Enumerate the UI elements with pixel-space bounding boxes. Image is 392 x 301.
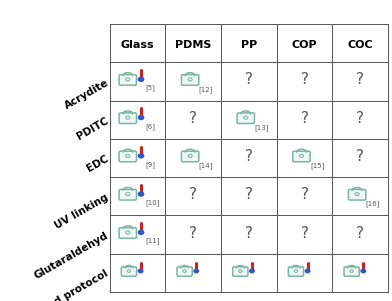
Text: ?: ? [301, 73, 309, 88]
Text: [12]: [12] [199, 86, 213, 92]
FancyBboxPatch shape [289, 267, 303, 276]
Circle shape [138, 230, 144, 234]
FancyBboxPatch shape [293, 151, 310, 162]
Text: [10]: [10] [145, 199, 160, 206]
Circle shape [194, 269, 198, 273]
FancyBboxPatch shape [119, 113, 136, 123]
FancyBboxPatch shape [233, 267, 248, 276]
Text: ?: ? [245, 73, 253, 88]
Text: Glass: Glass [121, 40, 154, 50]
Text: ?: ? [189, 187, 197, 202]
FancyBboxPatch shape [119, 151, 136, 162]
Text: [16]: [16] [366, 200, 380, 207]
Text: ?: ? [245, 225, 253, 240]
Text: ?: ? [356, 149, 364, 164]
Text: ?: ? [356, 225, 364, 240]
Text: Acrydite: Acrydite [63, 77, 110, 110]
FancyBboxPatch shape [181, 75, 199, 85]
FancyBboxPatch shape [344, 267, 359, 276]
Text: [14]: [14] [199, 162, 213, 169]
Circle shape [361, 269, 365, 273]
FancyBboxPatch shape [348, 189, 366, 200]
Text: ?: ? [245, 187, 253, 202]
Text: COP: COP [292, 40, 318, 50]
FancyBboxPatch shape [119, 228, 136, 238]
Text: PDMS: PDMS [175, 40, 211, 50]
Text: COC: COC [347, 40, 373, 50]
Circle shape [138, 192, 144, 196]
Text: ?: ? [189, 111, 197, 126]
FancyBboxPatch shape [119, 189, 136, 200]
FancyBboxPatch shape [177, 267, 192, 276]
Text: ?: ? [301, 225, 309, 240]
Text: Desired protocol: Desired protocol [20, 268, 110, 301]
FancyBboxPatch shape [119, 75, 136, 85]
Text: Glutaraldehyd: Glutaraldehyd [33, 230, 110, 281]
Circle shape [250, 269, 254, 273]
FancyBboxPatch shape [237, 113, 254, 123]
Circle shape [138, 116, 144, 119]
Text: ?: ? [301, 187, 309, 202]
Text: UV linking: UV linking [53, 192, 110, 231]
Text: ?: ? [189, 225, 197, 240]
Text: [5]: [5] [145, 85, 155, 91]
Text: EDC: EDC [85, 154, 110, 174]
Text: [9]: [9] [145, 161, 155, 168]
Text: PDITC: PDITC [75, 115, 110, 141]
Text: PP: PP [241, 40, 257, 50]
Text: [11]: [11] [145, 237, 160, 244]
Text: [6]: [6] [145, 123, 155, 129]
Circle shape [138, 269, 143, 273]
Circle shape [305, 269, 310, 273]
Text: ?: ? [356, 73, 364, 88]
FancyBboxPatch shape [122, 267, 136, 276]
Circle shape [138, 154, 144, 158]
Circle shape [138, 77, 144, 81]
Text: [13]: [13] [254, 124, 269, 131]
Text: ?: ? [356, 111, 364, 126]
Text: [15]: [15] [310, 162, 325, 169]
FancyBboxPatch shape [181, 151, 199, 162]
Text: ?: ? [245, 149, 253, 164]
Text: ?: ? [301, 111, 309, 126]
